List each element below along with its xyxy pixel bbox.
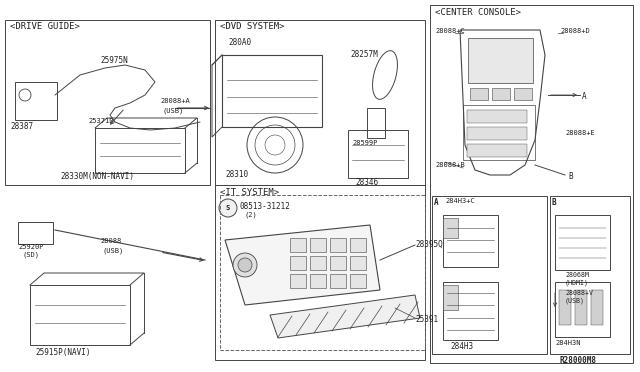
Bar <box>430 5 633 363</box>
Text: 28088+D: 28088+D <box>560 28 589 34</box>
Text: <DVD SYSTEM>: <DVD SYSTEM> <box>220 22 285 31</box>
Bar <box>222 55 322 127</box>
Bar <box>350 274 366 288</box>
Text: 28387: 28387 <box>10 122 33 131</box>
Text: 28257M: 28257M <box>350 50 378 59</box>
Bar <box>290 274 306 288</box>
Bar <box>467 144 527 157</box>
Text: 284H3: 284H3 <box>450 342 473 351</box>
Text: (USB): (USB) <box>565 298 585 305</box>
Text: 28068M: 28068M <box>565 272 589 278</box>
Bar <box>443 215 498 267</box>
Text: (USB): (USB) <box>163 108 184 115</box>
Bar <box>555 282 610 337</box>
Text: (HDMI): (HDMI) <box>565 280 589 286</box>
Text: 28599P: 28599P <box>352 140 378 146</box>
Text: 25920P: 25920P <box>18 244 44 250</box>
Text: 28088+A: 28088+A <box>160 98 189 104</box>
Bar <box>18 222 53 244</box>
Text: 25391: 25391 <box>415 315 438 324</box>
Text: <IT SYSTEM>: <IT SYSTEM> <box>220 188 279 197</box>
Bar <box>30 285 130 345</box>
Circle shape <box>233 253 257 277</box>
Text: 280A0: 280A0 <box>228 38 251 47</box>
Bar <box>310 274 326 288</box>
Text: 25371D: 25371D <box>88 118 113 124</box>
Bar <box>290 238 306 252</box>
Bar <box>443 218 458 238</box>
Bar <box>310 238 326 252</box>
Bar <box>550 196 630 354</box>
Text: (SD): (SD) <box>22 252 39 259</box>
Text: S: S <box>226 205 230 211</box>
Bar <box>220 195 425 350</box>
Text: (USB): (USB) <box>102 248 124 254</box>
Bar <box>463 105 535 160</box>
Bar <box>350 238 366 252</box>
Bar <box>310 256 326 270</box>
Bar <box>350 256 366 270</box>
Bar <box>432 196 547 354</box>
Bar <box>514 88 532 100</box>
Text: 25975N: 25975N <box>100 56 128 65</box>
Bar <box>330 274 346 288</box>
Text: 28088: 28088 <box>100 238 121 244</box>
Bar <box>591 290 603 325</box>
Bar <box>15 82 57 120</box>
Bar <box>330 238 346 252</box>
Bar <box>443 285 458 310</box>
Bar <box>555 215 610 270</box>
Bar <box>95 128 185 173</box>
Text: 08513-31212: 08513-31212 <box>240 202 291 211</box>
Text: 28330M(NON-NAVI): 28330M(NON-NAVI) <box>60 172 134 181</box>
Bar <box>468 38 533 83</box>
Text: R28000M8: R28000M8 <box>560 356 597 365</box>
Text: 25915P(NAVI): 25915P(NAVI) <box>35 348 90 357</box>
Bar <box>290 256 306 270</box>
Bar <box>467 110 527 123</box>
Text: 28310: 28310 <box>225 170 248 179</box>
Bar <box>348 130 408 178</box>
Circle shape <box>219 199 237 217</box>
Bar <box>330 256 346 270</box>
Bar <box>5 20 210 185</box>
Circle shape <box>238 258 252 272</box>
Text: 28088+B: 28088+B <box>435 162 465 168</box>
Text: <CENTER CONSOLE>: <CENTER CONSOLE> <box>435 8 521 17</box>
Text: 28395Q: 28395Q <box>415 240 443 249</box>
Text: 28088+C: 28088+C <box>435 28 465 34</box>
Bar <box>215 185 425 360</box>
Text: A: A <box>434 198 438 207</box>
Polygon shape <box>270 295 420 338</box>
Bar <box>559 290 571 325</box>
Polygon shape <box>225 225 380 305</box>
Bar <box>467 127 527 140</box>
Text: 28346: 28346 <box>355 178 378 187</box>
Bar <box>492 88 510 100</box>
Text: A: A <box>582 92 587 101</box>
Bar <box>367 108 385 138</box>
Bar <box>575 290 587 325</box>
Text: 284H3N: 284H3N <box>555 340 580 346</box>
Bar <box>470 88 488 100</box>
Text: 28088+E: 28088+E <box>565 130 595 136</box>
Text: (2): (2) <box>244 212 257 218</box>
Text: B: B <box>568 172 573 181</box>
Bar <box>443 282 498 340</box>
Text: 284H3+C: 284H3+C <box>445 198 475 204</box>
Text: 28088+V: 28088+V <box>565 290 593 296</box>
Text: <DRIVE GUIDE>: <DRIVE GUIDE> <box>10 22 80 31</box>
Bar <box>215 20 425 185</box>
Text: B: B <box>552 198 557 207</box>
